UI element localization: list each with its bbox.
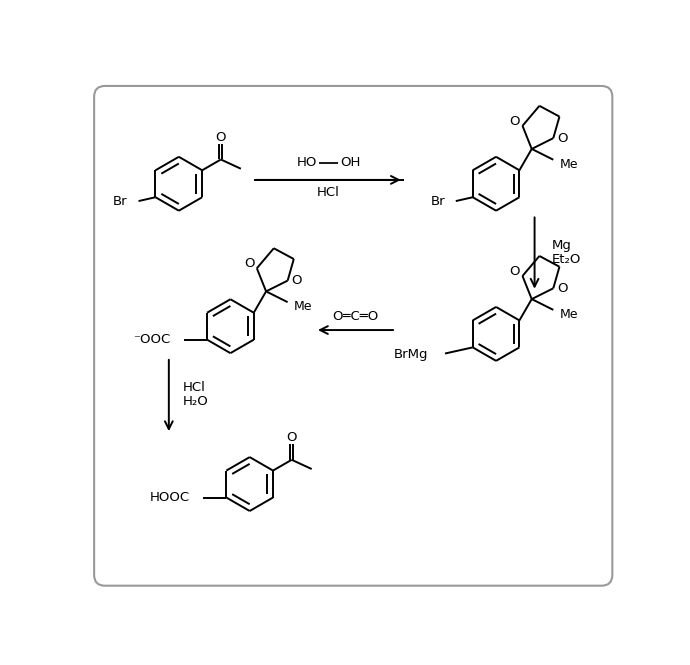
Text: Me: Me <box>560 308 578 321</box>
Text: O: O <box>292 274 302 287</box>
Text: Br: Br <box>431 196 445 208</box>
Text: OH: OH <box>340 156 360 170</box>
Text: O: O <box>244 257 255 270</box>
Text: HCl: HCl <box>183 381 206 394</box>
Text: O: O <box>558 132 568 145</box>
Text: O═C═O: O═C═O <box>333 310 379 323</box>
Text: O: O <box>215 130 226 144</box>
Text: H₂O: H₂O <box>183 395 208 408</box>
Text: Et₂O: Et₂O <box>551 253 581 266</box>
Text: HO: HO <box>297 156 317 170</box>
Text: Me: Me <box>294 301 313 313</box>
Text: ⁻OOC: ⁻OOC <box>133 333 170 346</box>
FancyBboxPatch shape <box>94 86 612 586</box>
Text: BrMg: BrMg <box>393 348 428 361</box>
Text: O: O <box>509 115 520 128</box>
Text: Mg: Mg <box>551 239 571 252</box>
Text: O: O <box>286 431 297 444</box>
Text: O: O <box>509 265 520 278</box>
Text: HCl: HCl <box>317 186 340 199</box>
Text: O: O <box>558 282 568 295</box>
Text: HOOC: HOOC <box>149 491 189 504</box>
Text: Br: Br <box>113 196 128 208</box>
Text: Me: Me <box>560 158 578 171</box>
